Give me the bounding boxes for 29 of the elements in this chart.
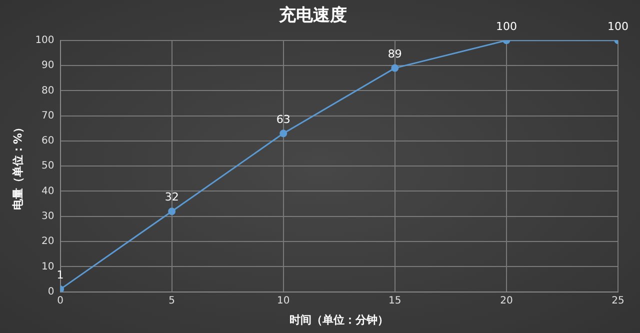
data-label: 89 xyxy=(388,47,402,60)
y-tick-label: 50 xyxy=(42,160,54,172)
data-label: 1 xyxy=(56,268,64,282)
data-label: 63 xyxy=(276,112,290,126)
point xyxy=(168,208,176,216)
y-tick-label: 100 xyxy=(35,34,54,46)
x-tick-label: 15 xyxy=(388,295,402,306)
x-tick-label: 10 xyxy=(277,295,290,306)
data-label: 32 xyxy=(164,190,179,204)
y-tick-label: 70 xyxy=(42,110,54,122)
data-label: 100 xyxy=(608,20,628,33)
point xyxy=(280,130,288,138)
y-axis-title: 电量（单位：%） xyxy=(11,122,24,210)
data-label: 100 xyxy=(496,20,517,33)
x-axis-title: 时间（单位：分钟） xyxy=(290,313,389,326)
y-tick-label: 40 xyxy=(42,186,54,197)
y-tick-label: 0 xyxy=(48,286,54,298)
y-tick-label: 20 xyxy=(42,236,54,248)
x-tick-label: 25 xyxy=(612,295,624,306)
x-tick-label: 0 xyxy=(57,295,64,306)
y-tick-label: 90 xyxy=(42,60,54,72)
y-tick-label: 30 xyxy=(42,210,54,222)
point xyxy=(391,64,399,72)
y-tick-label: 60 xyxy=(42,136,54,147)
y-tick-label: 80 xyxy=(42,85,54,96)
chart-title: 充电速度 xyxy=(278,6,347,26)
x-tick-label: 5 xyxy=(168,295,176,306)
x-tick-label: 20 xyxy=(500,295,513,306)
y-tick-label: 10 xyxy=(42,261,54,272)
